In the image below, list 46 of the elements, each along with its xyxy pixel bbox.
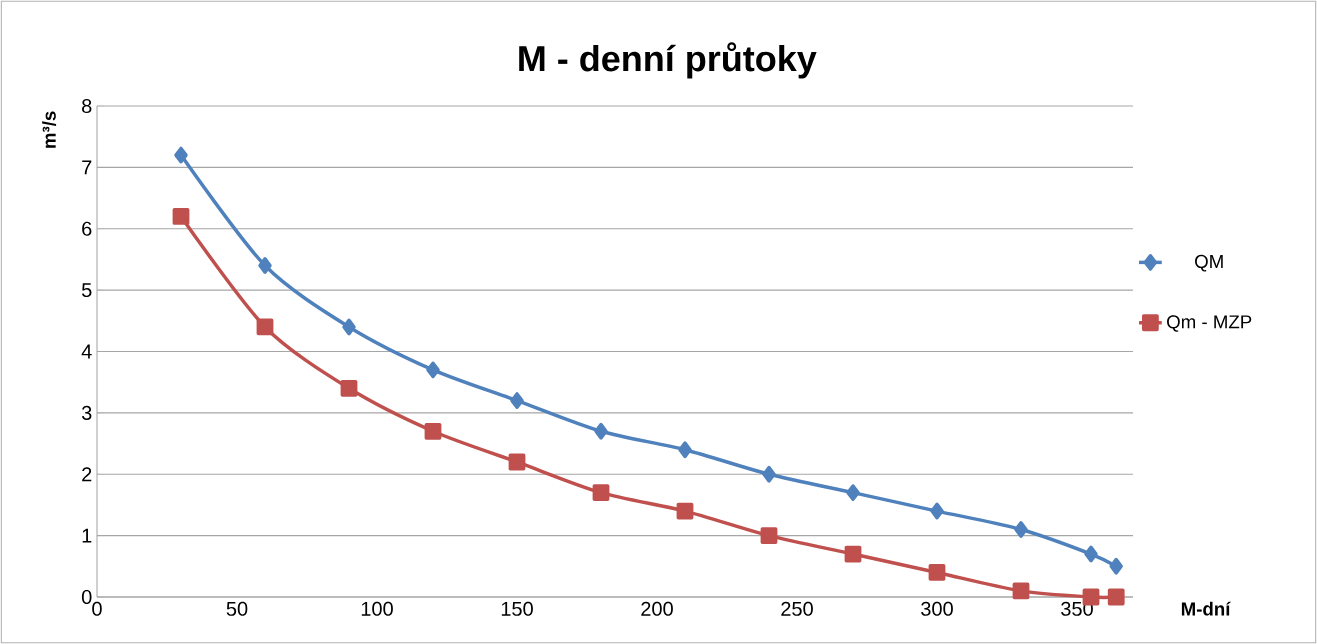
x-tick-label: 300 xyxy=(921,601,953,616)
y-tick-label: 4 xyxy=(81,344,92,359)
point xyxy=(844,545,862,563)
x-tick-label: 200 xyxy=(641,601,673,616)
point xyxy=(846,484,860,502)
point xyxy=(1084,545,1098,563)
point xyxy=(426,361,440,379)
point xyxy=(258,257,272,274)
point xyxy=(930,502,944,520)
legend-label: QM xyxy=(1195,254,1223,272)
point xyxy=(1109,557,1123,575)
point xyxy=(172,208,190,225)
point xyxy=(928,564,946,581)
point xyxy=(760,527,778,545)
point xyxy=(340,379,358,397)
y-tick-label: 0 xyxy=(81,589,92,605)
x-tick-label: 250 xyxy=(781,601,813,616)
point xyxy=(594,422,608,440)
y-axis-title: m³/s xyxy=(42,111,57,148)
x-tick-label: 50 xyxy=(226,601,248,616)
y-tick-label: 7 xyxy=(82,160,92,175)
y-tick-label: 5 xyxy=(81,283,92,298)
y-tick-label: 6 xyxy=(82,221,92,236)
point xyxy=(676,502,694,520)
point xyxy=(1012,582,1030,600)
point xyxy=(174,146,188,164)
y-tick-label: 1 xyxy=(82,528,92,543)
chart-title: M - denní průtoky xyxy=(519,42,817,79)
x-tick-label: 0 xyxy=(92,601,102,616)
x-tick-label: 100 xyxy=(361,601,393,616)
point xyxy=(424,422,442,440)
point xyxy=(1107,588,1125,606)
point xyxy=(508,453,526,471)
x-axis-title: M-dní xyxy=(1181,601,1231,616)
point xyxy=(678,441,692,459)
legend-label: Qm - MZP xyxy=(1167,315,1252,332)
point xyxy=(1014,521,1028,538)
x-tick-label: 150 xyxy=(501,601,533,616)
y-tick-label: 2 xyxy=(82,467,92,482)
point xyxy=(510,392,524,410)
y-tick-label: 3 xyxy=(81,405,92,420)
point xyxy=(592,484,610,502)
point xyxy=(342,318,356,336)
point xyxy=(256,318,274,336)
y-tick-label: 8 xyxy=(82,98,92,114)
point xyxy=(762,465,776,483)
